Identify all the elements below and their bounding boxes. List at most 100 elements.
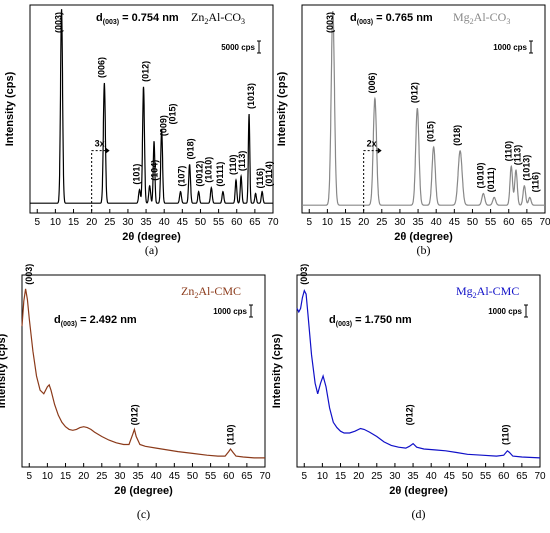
peak-label: (018)	[186, 138, 196, 159]
x-tick-label: 60	[231, 217, 243, 228]
plot-frame	[21, 274, 266, 468]
peak-label: (0012)	[195, 161, 205, 187]
diffraction-curve	[296, 288, 541, 459]
peak-label: (012)	[409, 82, 419, 103]
x-tick-label: 30	[394, 217, 406, 228]
sample-label: Mg2Al-CO3	[453, 10, 510, 26]
x-tick-label: 40	[431, 217, 443, 228]
x-tick-label: 50	[462, 471, 474, 482]
peak-label: (0114)	[264, 161, 274, 187]
x-tick-label: 60	[498, 471, 510, 482]
peak-label: (1010)	[475, 163, 485, 189]
x-tick-label: 25	[104, 217, 116, 228]
x-tick-label: 5	[34, 217, 40, 228]
d-spacing-label: d(003) = 0.765 nm	[350, 12, 433, 26]
x-tick-label: 55	[213, 217, 225, 228]
x-tick-label: 30	[122, 217, 134, 228]
peak-label: (006)	[96, 57, 106, 78]
y-axis-label: Intensity (cps)	[4, 71, 16, 146]
peak-label: (113)	[512, 145, 522, 166]
x-tick-label: 70	[259, 471, 271, 482]
peak-label: (110)	[228, 154, 238, 175]
panel-label: (b)	[417, 243, 431, 257]
x-tick-label: 30	[389, 471, 401, 482]
plot-frame	[29, 4, 274, 214]
peak-label: (003)	[299, 264, 309, 285]
peak-label: (116)	[255, 168, 265, 189]
x-tick-label: 40	[159, 217, 171, 228]
peak-label: (104)	[150, 160, 160, 181]
x-tick-label: 50	[187, 471, 199, 482]
x-tick-label: 55	[485, 217, 497, 228]
x-tick-label: 70	[267, 217, 279, 228]
scale-bar-label: 1000 cps	[213, 307, 247, 316]
y-axis-label: Intensity (cps)	[276, 71, 288, 146]
peak-label: (107)	[177, 166, 187, 187]
magnification-label: 2x	[367, 139, 377, 149]
x-tick-label: 25	[376, 217, 388, 228]
x-tick-label: 25	[96, 471, 108, 482]
x-tick-label: 20	[358, 217, 370, 228]
peak-label: (003)	[54, 12, 64, 33]
x-tick-label: 35	[140, 217, 152, 228]
x-tick-label: 20	[78, 471, 90, 482]
d-spacing-label: d(003) = 2.492 nm	[54, 314, 137, 328]
x-tick-label: 65	[249, 217, 261, 228]
d-spacing-label: d(003) = 0.754 nm	[96, 12, 179, 26]
x-tick-label: 5	[301, 471, 307, 482]
peak-label: (015)	[168, 104, 178, 125]
peak-label: (116)	[530, 172, 540, 193]
peak-label: (015)	[426, 121, 436, 142]
plot-frame	[296, 274, 541, 468]
peak-label: (012)	[141, 61, 151, 82]
scale-bar-label: 1000 cps	[488, 307, 522, 316]
sample-label: Zn2Al-CMC	[181, 284, 241, 300]
panel-d: 5 10 15 20 25 30 35 40 45 50 55 60 65 70 2θ (degree) In…	[271, 264, 546, 521]
peak-label: (113)	[237, 151, 247, 172]
x-tick-label: 35	[407, 471, 419, 482]
x-tick-label: 15	[335, 471, 347, 482]
panel-label: (a)	[145, 243, 158, 257]
x-tick-label: 45	[169, 471, 181, 482]
plot-frame	[301, 4, 546, 214]
x-axis-label: 2θ (degree)	[114, 485, 173, 497]
peak-label: (0111)	[215, 162, 225, 187]
panel-c: 5 10 15 20 25 30 35 40 45 50 55 60 65 70 2θ (degree) In…	[0, 264, 271, 521]
peak-label: (012)	[404, 404, 414, 425]
x-tick-label: 35	[412, 217, 424, 228]
x-tick-label: 15	[68, 217, 80, 228]
diffraction-curve	[30, 9, 273, 204]
x-tick-label: 60	[223, 471, 235, 482]
peak-label: (009)	[159, 115, 169, 136]
x-tick-label: 55	[480, 471, 492, 482]
panel-label: (c)	[137, 507, 150, 521]
x-tick-label: 15	[340, 217, 352, 228]
peak-label: (003)	[24, 264, 34, 285]
x-axis-label: 2θ (degree)	[389, 485, 448, 497]
x-tick-label: 65	[241, 471, 253, 482]
d-spacing-label: d(003) = 1.750 nm	[329, 314, 412, 328]
sample-label: Mg2Al-CMC	[456, 284, 519, 300]
x-tick-label: 10	[42, 471, 54, 482]
y-axis-label: Intensity (cps)	[271, 333, 283, 408]
x-tick-label: 10	[322, 217, 334, 228]
x-tick-label: 45	[177, 217, 189, 228]
diffraction-curve	[302, 11, 545, 206]
peak-label: (018)	[452, 125, 462, 146]
x-tick-label: 65	[516, 471, 528, 482]
peak-label: (012)	[129, 404, 139, 425]
x-axis-label: 2θ (degree)	[122, 231, 181, 243]
peak-label: (110)	[226, 424, 236, 445]
x-tick-label: 65	[521, 217, 533, 228]
x-tick-label: 10	[317, 471, 329, 482]
peak-label: (110)	[501, 424, 511, 445]
peak-label: (101)	[132, 164, 142, 185]
x-tick-label: 5	[306, 217, 312, 228]
x-tick-label: 45	[449, 217, 461, 228]
x-tick-label: 10	[50, 217, 62, 228]
x-tick-label: 70	[534, 471, 546, 482]
panel-b: 5 10 15 20 25 30 35 40 45 50 55 60 65 70 2θ (degree) In…	[276, 4, 550, 257]
peak-label: (1013)	[521, 155, 531, 181]
x-tick-label: 55	[205, 471, 217, 482]
